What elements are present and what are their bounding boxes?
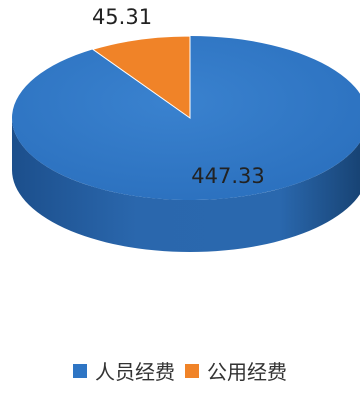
legend-label-personnel: 人员经费 [95, 360, 175, 384]
legend-label-public: 公用经费 [207, 360, 287, 384]
pie-side-wall [12, 118, 360, 252]
pie-slice-personnel [11, 36, 360, 200]
legend-swatch-public [185, 363, 199, 378]
data-label-public: 45.31 [92, 5, 152, 29]
pie-slice-public [91, 35, 191, 119]
legend: 人员经费 公用经费 [0, 356, 360, 385]
legend-swatch-personnel [73, 363, 87, 378]
data-label-personnel: 447.33 [191, 164, 264, 188]
legend-item-public: 公用经费 [185, 356, 287, 385]
legend-item-personnel: 人员经费 [73, 356, 175, 385]
